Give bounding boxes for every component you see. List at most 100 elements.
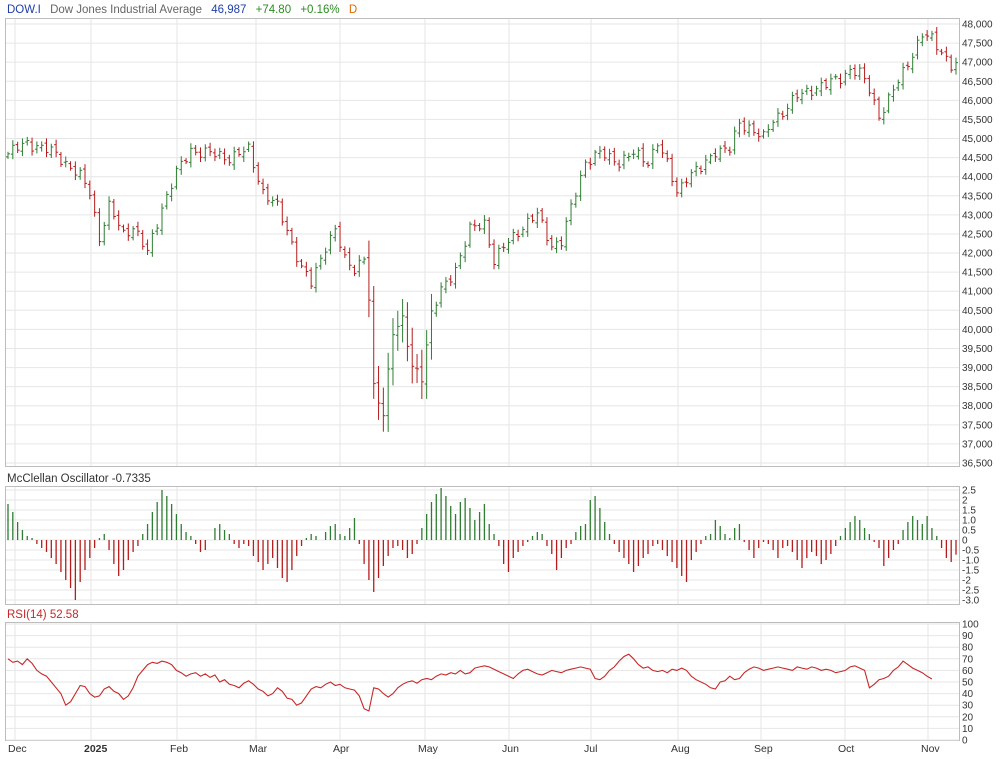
price-bar [597, 145, 602, 159]
price-bar [97, 208, 102, 247]
mcclellan-y-tick-label: 0.5 [962, 526, 976, 537]
price-bar [121, 224, 126, 233]
price-y-tick-label: 45,000 [962, 134, 993, 145]
price-bar [366, 240, 371, 318]
price-y-axis: 48,000 47,500 47,000 46,500 46,000 45,500 45,0… [962, 20, 993, 470]
price-bar [39, 141, 44, 152]
index-name: Dow Jones Industrial Average [50, 4, 202, 16]
price-bar [915, 35, 920, 60]
price-bar [285, 216, 290, 236]
price-bar [49, 143, 54, 158]
price-y-tick-label: 43,500 [962, 191, 993, 202]
price-bar [20, 138, 25, 157]
price-bar [395, 310, 400, 351]
price-bar [246, 141, 251, 153]
rsi-y-tick-label: 10 [962, 724, 974, 735]
price-bar [520, 226, 525, 238]
rsi-y-tick-label: 50 [962, 678, 974, 689]
price-gridlines [6, 19, 959, 466]
rsi-y-tick-label: 80 [962, 643, 974, 654]
price-bar [593, 149, 598, 166]
price-bar [694, 161, 699, 177]
price-bar [410, 327, 415, 384]
price-bar [217, 147, 222, 160]
price-bar [453, 262, 458, 289]
price-bar [82, 164, 87, 189]
rsi-y-tick-label: 60 [962, 666, 974, 677]
price-bar [448, 275, 453, 287]
price-bar [15, 141, 20, 153]
price-bar [766, 124, 771, 138]
price-bar [44, 138, 49, 158]
price-bar [925, 30, 930, 41]
rsi-line [7, 653, 933, 712]
price-bar [785, 103, 790, 121]
price-y-tick-label: 41,000 [962, 287, 993, 298]
price-bar [135, 221, 140, 237]
price-bar [535, 207, 540, 229]
x-tick-label: Mar [249, 743, 268, 755]
price-bar [150, 229, 155, 257]
price-panel-frame [5, 18, 960, 467]
price-bar [800, 88, 805, 105]
price-bar [381, 387, 386, 432]
price-bar [439, 282, 444, 308]
price-bar [212, 148, 217, 162]
x-tick-label: Apr [333, 743, 350, 755]
price-bar [241, 146, 246, 162]
price-bar [617, 159, 622, 172]
price-bar [896, 79, 901, 91]
price-bar [771, 119, 776, 132]
rsi-y-tick-label: 100 [962, 620, 979, 631]
rsi-label: RSI(14) 52.58 [7, 609, 79, 621]
price-bar [848, 64, 853, 80]
x-axis: Dec 2025 Feb Mar Apr May Jun Jul Aug Sep Oct Nov [8, 743, 940, 755]
price-bar [405, 302, 410, 362]
price-bar [275, 194, 280, 206]
price-y-tick-label: 37,000 [962, 439, 993, 450]
price-bar [386, 352, 391, 432]
rsi-y-tick-label: 20 [962, 712, 974, 723]
price-bar [852, 64, 857, 80]
mcclellan-bars [7, 488, 957, 600]
chart-header: DOW.I Dow Jones Industrial Average 46,98… [7, 4, 357, 16]
mcclellan-y-tick-label: -2.5 [962, 586, 980, 597]
mcclellan-y-tick-label: 2 [962, 496, 968, 507]
price-bar [872, 88, 877, 106]
price-bar [280, 198, 285, 226]
price-bar [68, 161, 73, 171]
price-bar [862, 63, 867, 84]
x-tick-label: May [418, 743, 439, 755]
price-bar [910, 52, 915, 74]
price-bar [954, 57, 958, 75]
price-bar [487, 217, 492, 248]
price-bar [588, 157, 593, 170]
price-bar [607, 148, 612, 165]
price-bar [824, 78, 829, 90]
price-bar [934, 27, 939, 55]
price-bar [131, 226, 136, 241]
period-indicator[interactable]: D [349, 4, 357, 16]
price-y-tick-label: 45,500 [962, 115, 993, 126]
price-bar [949, 54, 954, 73]
symbol-label[interactable]: DOW.I [7, 4, 41, 16]
x-tick-label: 2025 [84, 743, 108, 755]
price-bar [111, 199, 116, 220]
price-bar [525, 213, 530, 237]
price-bar [251, 141, 256, 173]
price-bar [309, 267, 314, 290]
price-bar [294, 236, 299, 267]
price-bar [179, 156, 184, 175]
price-y-tick-label: 46,500 [962, 77, 993, 88]
mcclellan-y-tick-label: -2 [962, 576, 971, 587]
price-y-tick-label: 41,500 [962, 268, 993, 279]
price-bar [665, 150, 670, 163]
price-y-tick-label: 38,000 [962, 401, 993, 412]
price-y-tick-label: 46,000 [962, 96, 993, 107]
price-bar [299, 258, 304, 269]
price-bar [390, 318, 395, 386]
price-bar [891, 84, 896, 102]
price-bar [578, 170, 583, 202]
price-bar [87, 180, 92, 200]
